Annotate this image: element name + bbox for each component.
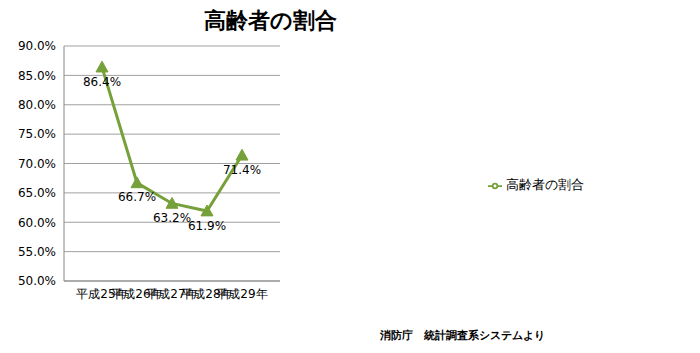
svg-text:80.0%: 80.0% — [18, 98, 56, 112]
html-text:消防庁 統計調査系システムより: 消防庁 統計調査系システムより — [380, 329, 545, 342]
svg-text:50.0%: 50.0% — [18, 274, 56, 288]
svg-text:平成27年: 平成27年 — [146, 286, 198, 301]
svg-text:平成26年: 平成26年 — [111, 286, 163, 301]
html-text:高齢者の割合: 高齢者の割合 — [506, 177, 584, 192]
svg-text:61.9%: 61.9% — [188, 219, 226, 233]
html-text:高齢者の割合: 高齢者の割合 — [203, 8, 337, 33]
svg-text:平成25年: 平成25年 — [76, 286, 128, 301]
svg-text:60.0%: 60.0% — [18, 216, 56, 230]
svg-text:平成29年: 平成29年 — [216, 287, 267, 301]
svg-text:63.2%: 63.2% — [153, 211, 191, 225]
svg-text:66.7%: 66.7% — [118, 190, 156, 204]
svg-text:71.4%: 71.4% — [223, 163, 261, 177]
svg-text:85.0%: 85.0% — [18, 69, 56, 83]
svg-text:70.0%: 70.0% — [18, 157, 56, 171]
svg-text:90.0%: 90.0% — [18, 39, 56, 53]
svg-text:75.0%: 75.0% — [18, 127, 56, 141]
svg-text:65.0%: 65.0% — [18, 186, 56, 200]
svg-text:平成28年: 平成28年 — [181, 286, 233, 301]
svg-text:55.0%: 55.0% — [18, 245, 56, 259]
svg-text:86.4%: 86.4% — [83, 75, 121, 89]
